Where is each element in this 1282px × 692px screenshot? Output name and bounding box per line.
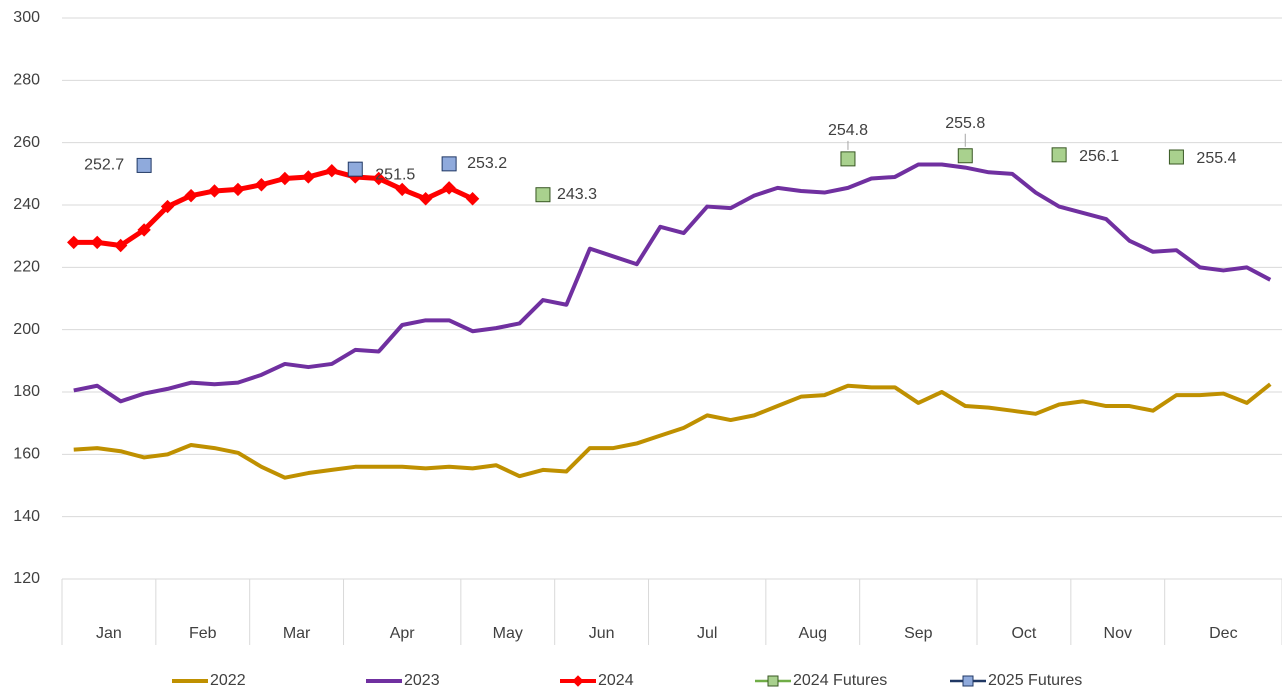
data-point [418, 192, 433, 206]
data-point [535, 187, 551, 203]
y-tick-label: 240 [13, 196, 40, 213]
x-tick-label: Nov [1104, 625, 1132, 642]
data-point [395, 182, 409, 197]
data-label: 256.1 [1079, 148, 1119, 165]
y-tick-label: 300 [13, 9, 40, 26]
data-point [136, 157, 152, 173]
y-tick-label: 220 [13, 259, 40, 276]
data-label: 255.8 [945, 115, 985, 132]
series-line [73, 162, 1272, 404]
legend-label: 2024 Futures [793, 672, 887, 689]
x-tick-label: Feb [189, 625, 217, 642]
x-tick-label: Sep [904, 625, 933, 642]
data-point [90, 235, 104, 250]
data-label: 243.3 [557, 186, 597, 203]
data-point [301, 170, 316, 184]
data-point [441, 156, 457, 172]
y-tick-label: 160 [13, 446, 40, 463]
data-label: 254.8 [828, 122, 868, 139]
data-point [957, 148, 973, 164]
y-tick-label: 260 [13, 134, 40, 151]
y-tick-label: 180 [13, 383, 40, 400]
series-line [73, 382, 1272, 480]
data-point [254, 178, 269, 192]
legend-label: 2025 Futures [988, 672, 1082, 689]
y-tick-label: 140 [13, 508, 40, 525]
data-point [1168, 149, 1184, 165]
data-label: 251.5 [375, 166, 415, 183]
data-point [184, 188, 198, 203]
data-point [278, 171, 292, 186]
y-tick-label: 120 [13, 570, 40, 587]
x-tick-label: Dec [1209, 625, 1237, 642]
legend-marker [572, 675, 584, 687]
legend-label: 2024 [598, 672, 634, 689]
data-point [840, 151, 856, 167]
data-point [372, 171, 386, 186]
data-point [1051, 147, 1067, 163]
data-label: 253.2 [467, 155, 507, 172]
data-point [113, 238, 128, 253]
legend-label: 2022 [210, 672, 246, 689]
x-tick-label: Jul [697, 625, 717, 642]
legend-marker [767, 675, 779, 687]
data-point [465, 192, 480, 206]
data-point [231, 182, 245, 197]
x-tick-label: Oct [1011, 625, 1036, 642]
data-point [325, 164, 339, 178]
data-point [137, 223, 151, 237]
x-tick-label: Aug [799, 625, 827, 642]
data-label: 252.7 [84, 157, 124, 174]
x-tick-label: May [493, 625, 523, 642]
legend-label: 2023 [404, 672, 440, 689]
data-point [207, 184, 222, 198]
y-tick-label: 200 [13, 321, 40, 338]
y-tick-label: 280 [13, 72, 40, 89]
data-label: 255.4 [1196, 150, 1236, 167]
legend-marker [962, 675, 974, 687]
data-point [442, 181, 456, 195]
x-tick-label: Mar [283, 625, 311, 642]
x-tick-label: Apr [390, 625, 416, 642]
data-point [347, 161, 363, 177]
x-tick-label: Jan [96, 625, 122, 642]
data-point [67, 235, 81, 250]
x-tick-label: Jun [589, 625, 615, 642]
data-point [160, 199, 175, 214]
